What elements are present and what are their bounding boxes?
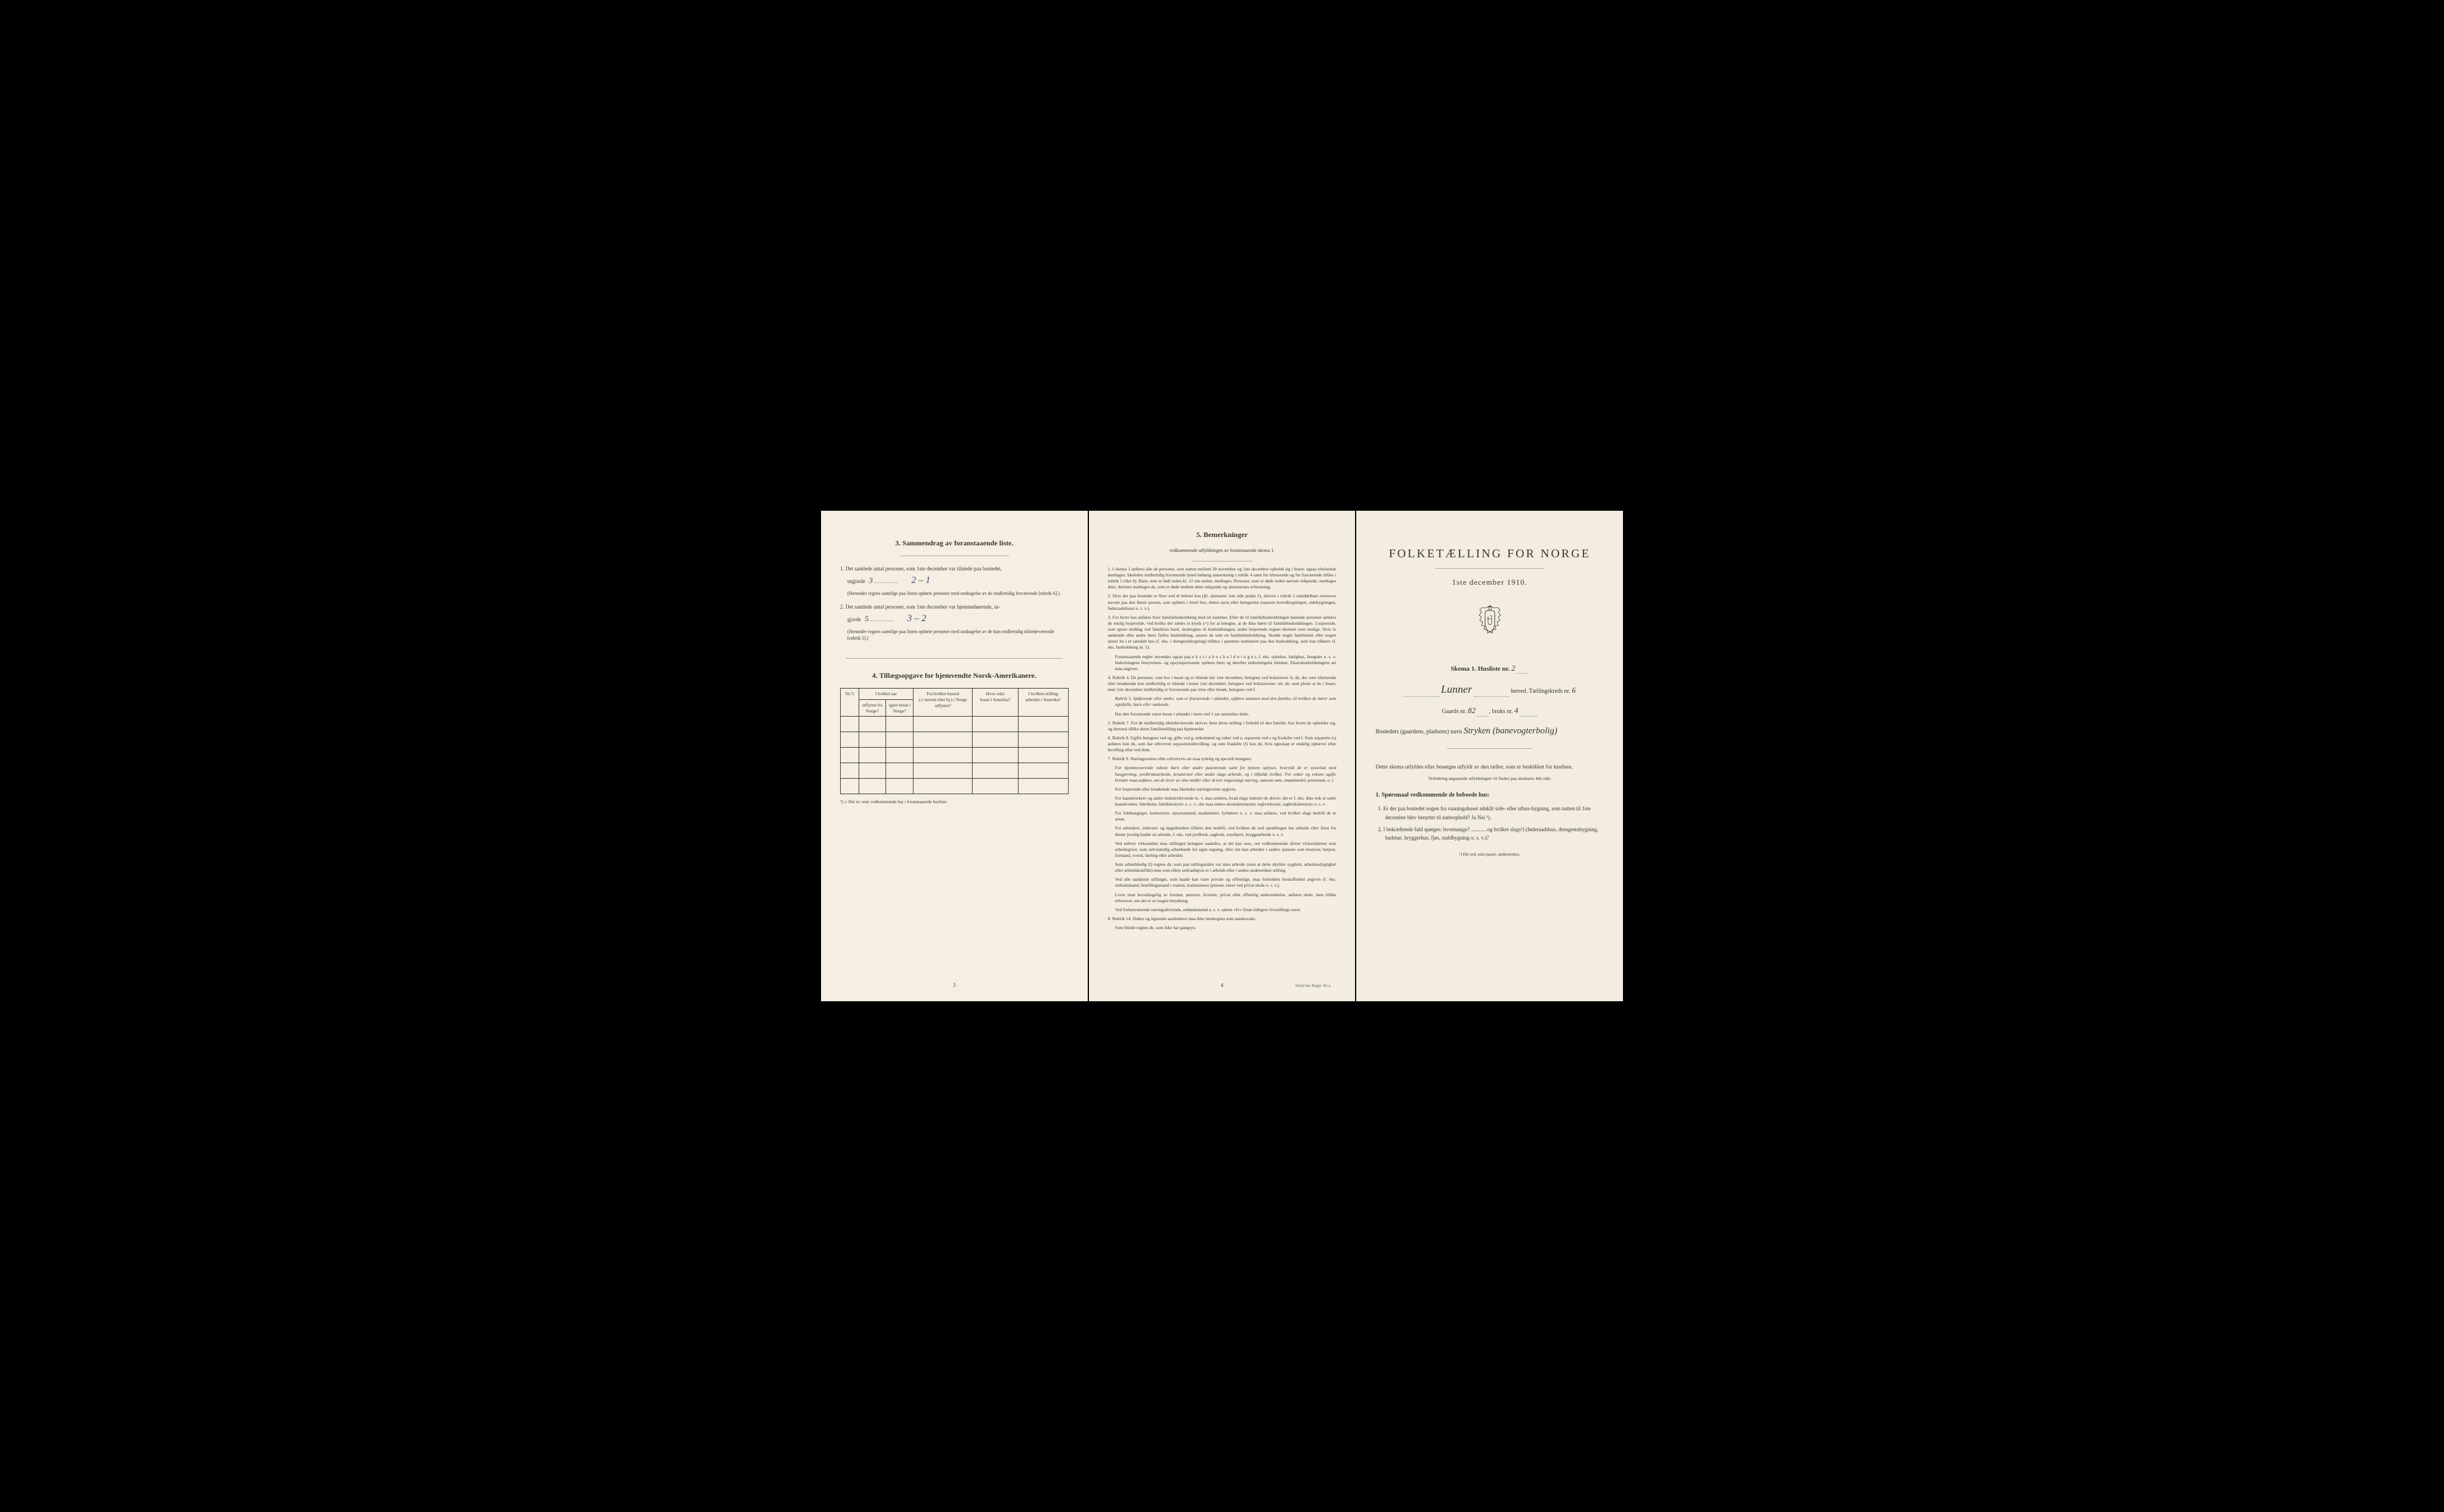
page-1: 3. Sammendrag av foranstaaende liste. 1.… — [821, 511, 1088, 1001]
herred-row: Lunner herred. Tællingskreds nr. 6 — [1375, 682, 1604, 697]
remark-2: 2. Hvis der paa bostedet er flere end ét… — [1108, 593, 1337, 611]
page-3: FOLKETÆLLING FOR NORGE 1ste december 191… — [1356, 511, 1623, 1001]
item-2-cont: gjorde — [847, 616, 861, 622]
herred-value: Lunner — [1441, 683, 1472, 695]
section-5-title: 5. Bemerkninger — [1108, 530, 1337, 540]
remark-4: 4. Rubrik 4. De personer, som bor i huse… — [1108, 675, 1337, 693]
remark-7: 7. Rubrik 9. Næringsveiens eller erhverv… — [1108, 756, 1337, 762]
table-row — [841, 779, 1069, 794]
remark-4b: Rubrik 5. Sjøfarende eller andre, som er… — [1115, 696, 1337, 708]
body-text: Dette skema utfyldes eller besørges utfy… — [1375, 763, 1604, 772]
th-col4: I hvilken stilling arbeidet i Amerika? — [1018, 689, 1068, 717]
th-col2: Fra hvilket bosted (ɔ: herred eller by) … — [914, 689, 973, 717]
divider — [846, 658, 1063, 659]
footnote: ¹) ɔ: Det nr. som vedkommende har i fora… — [840, 799, 1069, 806]
th-col1b: utflyttet fra Norge? — [859, 699, 886, 717]
item-2-note: (Herunder regnes samtlige paa listen opf… — [847, 628, 1069, 641]
kreds-nr: 6 — [1572, 686, 1576, 695]
page-number: 4 — [1221, 982, 1224, 989]
table-row — [841, 748, 1069, 763]
skema-line: Skema 1. Husliste nr. 2 — [1375, 663, 1604, 674]
remark-3b: Foranstaaende regler anvendes ogsaa paa … — [1115, 654, 1337, 672]
divider — [1435, 568, 1544, 569]
table-row — [841, 717, 1069, 732]
item-1-text: 1. Det samlede antal personer, som 1ste … — [840, 566, 1002, 572]
bruks-nr: 4 — [1514, 706, 1519, 715]
item-1-cont: utgjorde — [847, 578, 865, 584]
bottom-footnote: ¹) Det ord, som passer, understrekes. — [1375, 852, 1604, 858]
remark-5: 5. Rubrik 7. For de midlertidig tilstede… — [1108, 720, 1337, 732]
remark-8: 8. Rubrik 14. Sinker og lignende aandssl… — [1108, 916, 1337, 922]
section-3-title: 3. Sammendrag av foranstaaende liste. — [840, 538, 1069, 548]
remark-8b: Som blinde regnes de, som ikke har gangs… — [1115, 925, 1337, 931]
table-row — [841, 763, 1069, 779]
remark-7f: For arbeidere, inderster og dagarbeidere… — [1115, 825, 1337, 837]
sub-note: Veiledning angaaende utfyldningen vil fi… — [1375, 776, 1604, 782]
husliste-nr: 2 — [1511, 664, 1516, 672]
amerika-table: Nr.¹) I hvilket aar Fra hvilket bosted (… — [840, 688, 1069, 794]
item-1: 1. Det samlede antal personer, som 1ste … — [840, 564, 1069, 597]
remark-7k: Ved forhenværende næringsdrivende, embed… — [1115, 907, 1337, 913]
remark-1: 1. I skema 1 anføres alle de personer, s… — [1108, 566, 1337, 591]
th-col3: Hvor sidst bosat i Amerika? — [973, 689, 1018, 717]
bosted-row: Bostedets (gaardens, pladsens) navn Stry… — [1375, 725, 1604, 738]
table-row — [841, 732, 1069, 748]
gaards-row: Gaards nr. 82 , bruks nr. 4 — [1375, 705, 1604, 716]
item-1-note: (Herunder regnes samtlige paa listen opf… — [847, 590, 1069, 597]
item-2-handwritten: 3 – 2 — [907, 613, 926, 624]
page-2: 5. Bemerkninger vedkommende utfyldningen… — [1089, 511, 1356, 1001]
remark-6: 6. Rubrik 8. Ugifte betegnes ved ug, gif… — [1108, 735, 1337, 753]
main-subtitle: 1ste december 1910. — [1375, 577, 1604, 588]
divider — [1447, 748, 1532, 749]
remark-4c: Har den fraværende været bosat i utlande… — [1115, 711, 1337, 717]
th-nr: Nr.¹) — [841, 689, 859, 717]
remark-3: 3. For hvert hus anføres hver familiehus… — [1108, 615, 1337, 651]
item-1-handwritten: 2 – 1 — [911, 575, 930, 585]
dotted-line — [874, 582, 898, 583]
question-1: 1. Er der paa bostedet nogen fra vaaning… — [1385, 804, 1604, 822]
page-number: 3 — [953, 982, 956, 989]
remark-7i: Ved alle saadanne stillinger, som baade … — [1115, 877, 1337, 888]
question-header: 1. Spørsmaal vedkommende de beboede hus: — [1375, 791, 1604, 800]
section-5-subtitle: vedkommende utfyldningen av foranstaaend… — [1108, 547, 1337, 554]
item-2-value: 5 — [865, 614, 869, 623]
bosted-value: Stryken (banevogterbolig) — [1464, 726, 1557, 736]
coat-of-arms — [1375, 604, 1604, 646]
item-2: 2. Det samlede antal personer, som 1ste … — [840, 603, 1069, 641]
question-2: 2. I bekræftende fald spørges: hvormange… — [1385, 825, 1604, 843]
section-4-title: 4. Tillægsopgave for hjemvendte Norsk-Am… — [840, 671, 1069, 681]
remark-7j: Lever man hovedsagelig av formue, pensio… — [1115, 892, 1337, 904]
printer-mark: Steen'ske Bogtr. Kr.a. — [1295, 983, 1332, 989]
remark-7g: Ved enhver virksomhet maa stillingen bet… — [1115, 841, 1337, 859]
table-wrap: Nr.¹) I hvilket aar Fra hvilket bosted (… — [840, 688, 1069, 794]
remark-7h: Som arbeidsledig (l) regnes de, som paa … — [1115, 862, 1337, 874]
remark-7d: For haandverkere og andre industridriven… — [1115, 795, 1337, 807]
item-1-value: 3 — [869, 576, 873, 585]
th-col1-top: I hvilket aar — [859, 689, 914, 700]
remark-7c: For losjerende eller besøkende maa likel… — [1115, 786, 1337, 792]
th-col1c: igjen bosat i Norge? — [886, 699, 914, 717]
main-title: FOLKETÆLLING FOR NORGE — [1375, 545, 1604, 562]
document-container: 3. Sammendrag av foranstaaende liste. 1.… — [813, 504, 1631, 1008]
item-2-text: 2. Det samlede antal personer, som 1ste … — [840, 604, 1000, 610]
remark-7b: For hjemmeværende voksne barn eller andr… — [1115, 765, 1337, 783]
remark-7e: For fuldmægtiger, kontorister, opsynsmæn… — [1115, 810, 1337, 822]
gaards-nr: 82 — [1468, 706, 1476, 715]
